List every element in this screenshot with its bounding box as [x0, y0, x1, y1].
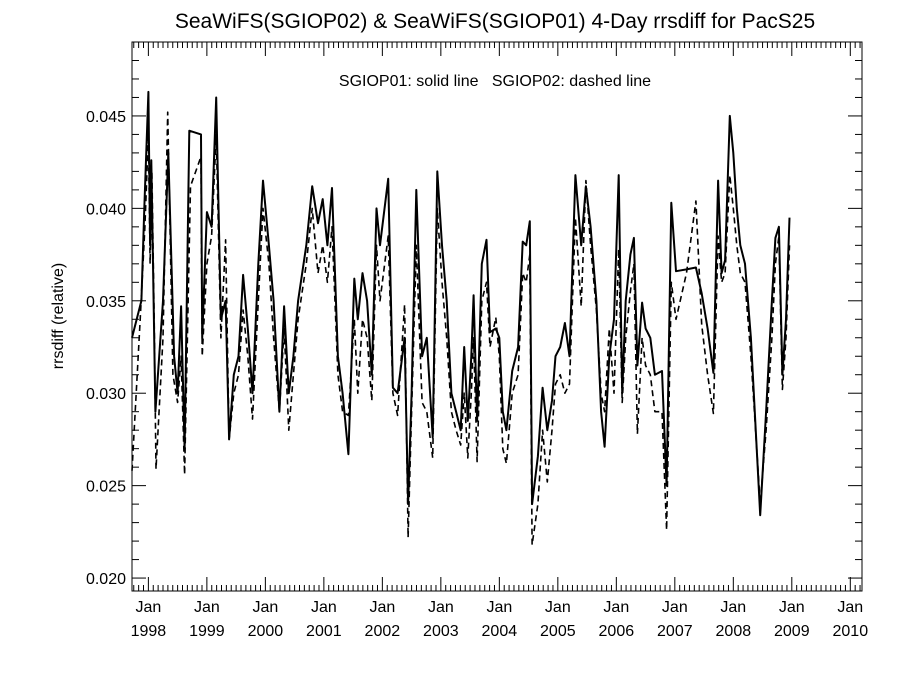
x-tick-month-label: Jan: [486, 599, 512, 616]
legend-annotation: SGIOP01: solid line SGIOP02: dashed line: [339, 73, 651, 90]
x-tick-month-label: Jan: [311, 599, 337, 616]
series-lines: [131, 90, 791, 546]
chart-title: SeaWiFS(SGIOP02) & SeaWiFS(SGIOP01) 4-Da…: [175, 10, 815, 33]
x-tick-month-label: Jan: [369, 599, 395, 616]
x-tick-year-label: 2004: [482, 623, 518, 640]
x-tick-year-label: 1998: [131, 623, 167, 640]
y-axis-label: rrsdiff (relative): [50, 263, 67, 369]
x-tick-month-label: Jan: [720, 599, 746, 616]
y-tick-label: 0.045: [86, 109, 126, 126]
x-tick-year-label: 2009: [774, 623, 810, 640]
x-tick-year-label: 2001: [306, 623, 342, 640]
x-tick-month-label: Jan: [603, 599, 629, 616]
x-tick-year-label: 2007: [657, 623, 693, 640]
tick-marks: [132, 41, 862, 591]
x-tick-month-label: Jan: [428, 599, 454, 616]
x-tick-year-label: 2003: [423, 623, 459, 640]
y-tick-label: 0.030: [86, 386, 126, 403]
x-tick-month-label: Jan: [194, 599, 220, 616]
series-line-sgiop01: [131, 90, 791, 517]
x-tick-month-label: Jan: [252, 599, 278, 616]
tick-labels: 0.020 0.025 0.030 0.035 0.040 0.045 Jan 1998 Jan…: [86, 109, 868, 640]
x-tick-year-label: 2000: [248, 623, 284, 640]
x-tick-year-label: 1999: [189, 623, 225, 640]
series-line-sgiop02: [131, 111, 791, 546]
x-tick-month-label: Jan: [545, 599, 571, 616]
x-tick-month-label: Jan: [135, 599, 161, 616]
x-tick-year-label: 2002: [365, 623, 401, 640]
x-tick-month-label: Jan: [779, 599, 805, 616]
x-tick-month-label: Jan: [662, 599, 688, 616]
y-tick-label: 0.020: [86, 571, 126, 588]
x-tick-year-label: 2010: [833, 623, 869, 640]
x-tick-year-label: 2008: [716, 623, 752, 640]
y-tick-label: 0.040: [86, 201, 126, 218]
x-tick-year-label: 2006: [599, 623, 635, 640]
y-tick-label: 0.035: [86, 294, 126, 311]
x-tick-year-label: 2005: [540, 623, 576, 640]
x-tick-month-label: Jan: [837, 599, 863, 616]
plot-frame: [131, 41, 863, 592]
y-tick-label: 0.025: [86, 479, 126, 496]
